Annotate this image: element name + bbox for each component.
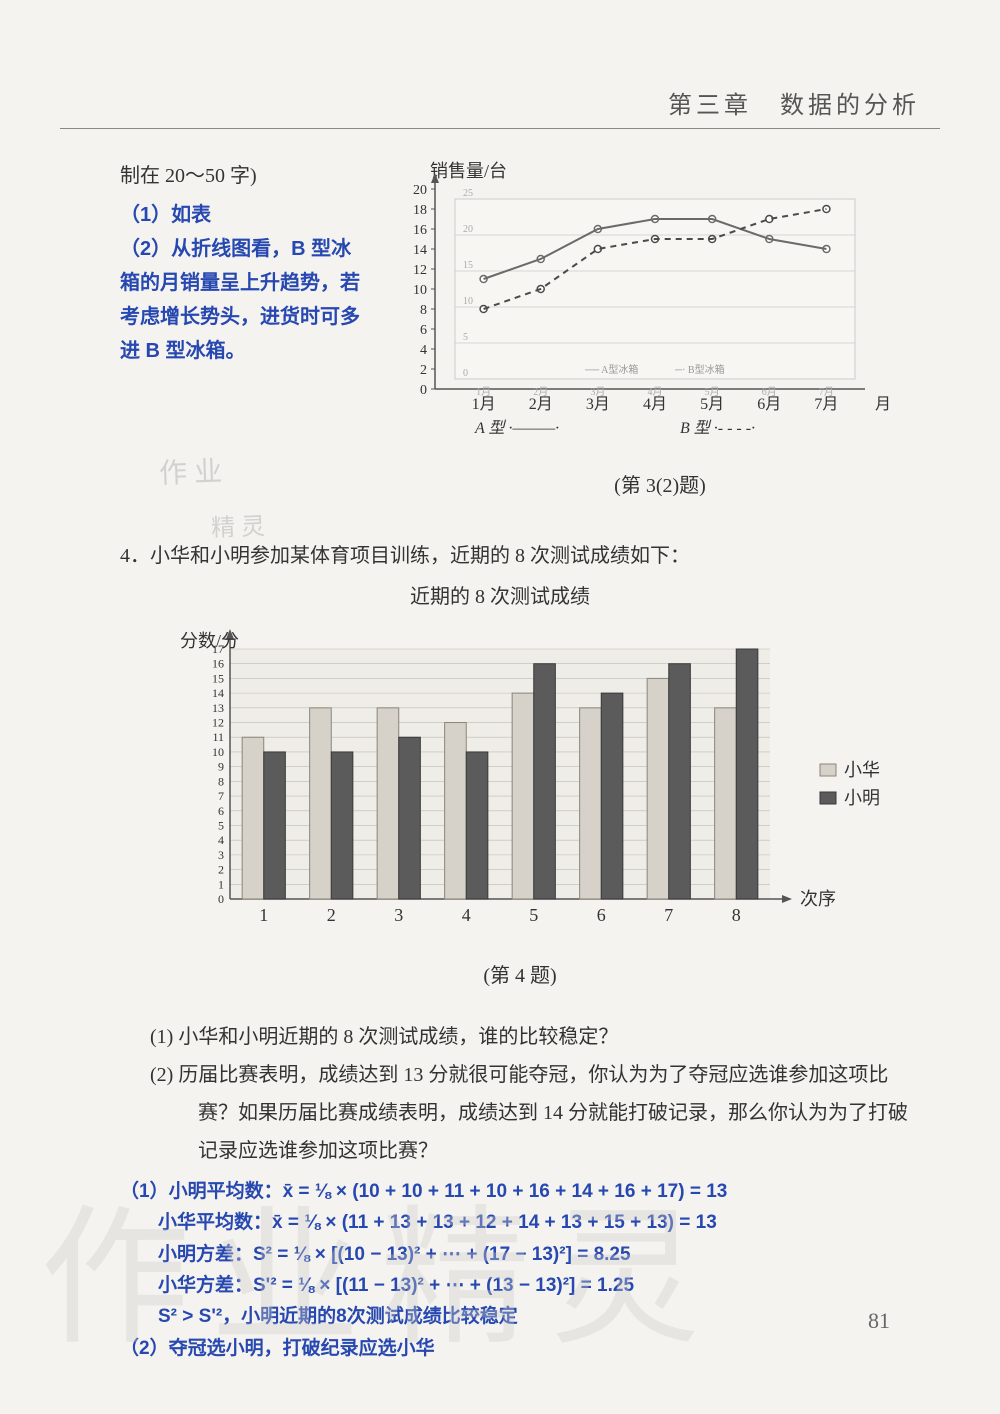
answer-3-1: （1）如表 xyxy=(120,198,360,232)
top-section: 制在 20～50 字) （1）如表 （2）从折线图看，B 型冰箱的月销量呈上升趋… xyxy=(60,159,940,528)
q4-sub-2: (2) 历届比赛表明，成绩达到 13 分就很可能夺冠，你认为为了夺冠应选谁参加这… xyxy=(150,1056,910,1170)
q4-answers: （1）小明平均数：x̄ = ⅛ × (10 + 10 + 11 + 10 + 1… xyxy=(120,1176,940,1364)
svg-text:10: 10 xyxy=(413,283,427,298)
svg-text:0: 0 xyxy=(420,383,427,398)
svg-text:20: 20 xyxy=(463,224,473,235)
bar-chart-svg: 01234567891011121314151617分数/分次序 1234567… xyxy=(160,619,920,939)
svg-text:18: 18 xyxy=(413,203,427,218)
svg-text:分数/分: 分数/分 xyxy=(180,631,239,651)
svg-text:2: 2 xyxy=(327,905,336,925)
svg-text:10: 10 xyxy=(463,296,473,307)
svg-text:5: 5 xyxy=(529,905,538,925)
svg-text:1: 1 xyxy=(218,877,224,891)
answer-3-2: （2）从折线图看，B 型冰箱的月销量呈上升趋势，若考虑增长势头，进货时可多进 B… xyxy=(120,232,360,368)
svg-text:7: 7 xyxy=(218,789,224,803)
svg-text:12: 12 xyxy=(413,263,427,278)
ans4-l2: 小华平均数：x̄ = ⅛ × (11 + 13 + 13 + 12 + 14 +… xyxy=(120,1207,940,1238)
svg-text:0: 0 xyxy=(218,892,224,906)
svg-text:6: 6 xyxy=(420,323,427,338)
svg-text:次序: 次序 xyxy=(800,889,836,909)
svg-text:5月: 5月 xyxy=(700,396,724,413)
svg-text:7: 7 xyxy=(664,905,673,925)
q4-intro: 4．小华和小明参加某体育项目训练，近期的 8 次测试成绩如下： xyxy=(120,538,940,574)
svg-text:─· B型冰箱: ─· B型冰箱 xyxy=(674,363,725,376)
line-chart-y-title: 销售量/台 xyxy=(430,161,507,181)
svg-text:2月: 2月 xyxy=(529,396,553,413)
ans4-l5: S² > S'²，小明近期的8次测试成绩比较稳定 xyxy=(120,1301,940,1332)
line-chart-caption: (第 3(2)题) xyxy=(380,469,940,498)
bar-chart-container: 01234567891011121314151617分数/分次序 1234567… xyxy=(160,619,880,988)
svg-text:B 型 ·- - - -·: B 型 ·- - - -· xyxy=(680,419,755,437)
svg-text:15: 15 xyxy=(463,260,473,271)
svg-text:6: 6 xyxy=(218,804,224,818)
svg-text:25: 25 xyxy=(463,188,473,199)
bar-chart-caption: (第 4 题) xyxy=(160,959,880,988)
svg-text:20: 20 xyxy=(413,183,427,198)
ans4-l1: （1）小明平均数：x̄ = ⅛ × (10 + 10 + 11 + 10 + 1… xyxy=(120,1176,940,1207)
svg-text:8: 8 xyxy=(732,905,741,925)
svg-text:15: 15 xyxy=(212,671,224,685)
svg-text:3: 3 xyxy=(218,848,224,862)
chapter-title: 第三章 数据的分析 xyxy=(60,85,940,129)
svg-text:4: 4 xyxy=(420,343,427,358)
svg-text:9: 9 xyxy=(218,760,224,774)
svg-text:5: 5 xyxy=(463,332,468,343)
ans4-l6: （2）夺冠选小明，打破纪录应选小华 xyxy=(120,1333,940,1364)
svg-text:4: 4 xyxy=(218,833,224,847)
bar-chart-title: 近期的 8 次测试成绩 xyxy=(60,580,940,609)
svg-text:7月: 7月 xyxy=(814,396,838,413)
svg-text:3: 3 xyxy=(394,905,403,925)
svg-text:A 型 ·———·: A 型 ·———· xyxy=(474,419,559,437)
top-left-column: 制在 20～50 字) （1）如表 （2）从折线图看，B 型冰箱的月销量呈上升趋… xyxy=(60,159,360,528)
svg-text:1: 1 xyxy=(259,905,268,925)
svg-text:14: 14 xyxy=(413,243,427,258)
svg-text:13: 13 xyxy=(212,701,224,715)
svg-text:2: 2 xyxy=(218,863,224,877)
svg-text:14: 14 xyxy=(212,686,224,700)
svg-text:11: 11 xyxy=(212,730,224,744)
svg-text:6: 6 xyxy=(597,905,606,925)
svg-text:小华: 小华 xyxy=(844,760,880,780)
svg-text:1月: 1月 xyxy=(472,396,496,413)
line-chart-container: 销售量/台 0 2 4 6 8 10 12 14 16 18 20 0 5 10 15 20 25 1月 2月 3月… xyxy=(380,159,940,528)
svg-text:4月: 4月 xyxy=(643,396,667,413)
svg-text:6月: 6月 xyxy=(757,396,781,413)
svg-text:16: 16 xyxy=(413,223,427,238)
ans4-l3: 小明方差：S² = ⅛ × [(10 − 13)² + ⋯ + (17 − 13… xyxy=(120,1239,940,1270)
line-chart-svg: 销售量/台 0 2 4 6 8 10 12 14 16 18 20 0 5 10 15 20 25 1月 2月 3月… xyxy=(380,159,890,449)
svg-text:8: 8 xyxy=(218,774,224,788)
svg-text:16: 16 xyxy=(212,657,224,671)
ans4-l4: 小华方差：S'² = ⅛ × [(11 − 13)² + ⋯ + (13 − 1… xyxy=(120,1270,940,1301)
svg-text:2: 2 xyxy=(420,363,427,378)
svg-text:8: 8 xyxy=(420,303,427,318)
svg-text:小明: 小明 xyxy=(844,788,880,808)
svg-text:5: 5 xyxy=(218,818,224,832)
svg-text:── A型冰箱: ── A型冰箱 xyxy=(584,363,638,376)
svg-text:4: 4 xyxy=(462,905,471,925)
svg-text:0: 0 xyxy=(463,368,468,379)
page-number: 81 xyxy=(868,1308,890,1334)
svg-text:月份: 月份 xyxy=(875,395,890,413)
context-line: 制在 20～50 字) xyxy=(120,159,360,188)
q4-sub-1: (1) 小华和小明近期的 8 次测试成绩，谁的比较稳定？ xyxy=(150,1018,910,1056)
svg-text:3月: 3月 xyxy=(586,396,610,413)
svg-text:10: 10 xyxy=(212,745,224,759)
svg-text:12: 12 xyxy=(212,716,224,730)
